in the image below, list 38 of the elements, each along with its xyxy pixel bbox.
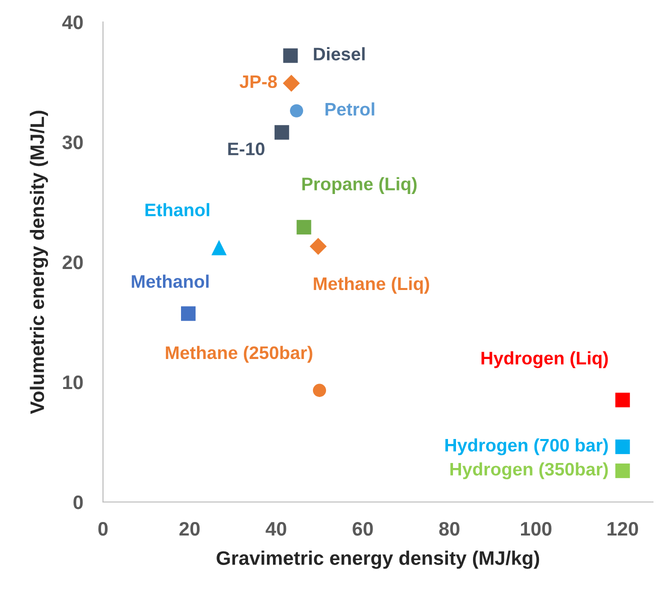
point: [615, 464, 630, 478]
x-tick-label: 60: [352, 522, 373, 536]
y-tick-label: 30: [62, 135, 83, 150]
point: [211, 240, 227, 256]
point: [312, 384, 326, 397]
point: [181, 306, 196, 321]
series-label: Ethanol: [145, 203, 210, 216]
x-tick-label: 80: [439, 522, 460, 536]
y-tick-label: 20: [62, 255, 83, 270]
series-label: Methane (250bar): [166, 346, 312, 363]
series-label: Methanol: [132, 274, 209, 288]
x-axis-title: Gravimetric energy density (MJ/kg): [216, 550, 540, 569]
series-label: Methane (Liq): [314, 276, 430, 294]
series-label: E-10: [228, 142, 264, 156]
y-tick-label: 10: [63, 375, 83, 390]
x-tick-label: 120: [608, 522, 638, 536]
y-tick-label: 40: [62, 15, 83, 30]
series-label: Propane (Liq): [302, 177, 417, 194]
series-label: Petrol: [326, 102, 374, 116]
point: [296, 220, 312, 234]
series-label: Diesel: [314, 47, 365, 60]
point: [283, 48, 298, 63]
x-tick-label: 20: [179, 522, 200, 536]
point: [615, 440, 630, 454]
x-tick-label: 40: [266, 522, 286, 536]
y-tick-label: 0: [74, 495, 83, 510]
point: [274, 125, 290, 140]
series-label: Hydrogen (350bar): [450, 462, 608, 480]
point: [615, 392, 630, 408]
series-label: Hydrogen (700 bar): [445, 438, 608, 456]
y-axis-title: Volumetric energy density (MJ/L): [30, 110, 48, 414]
point: [290, 104, 304, 118]
series-label: Hydrogen (Liq): [482, 351, 608, 368]
x-tick-label: 100: [521, 522, 552, 536]
series-label: JP-8: [240, 75, 277, 88]
point: [282, 74, 300, 92]
x-tick-label: 0: [98, 522, 108, 536]
point: [310, 238, 327, 255]
